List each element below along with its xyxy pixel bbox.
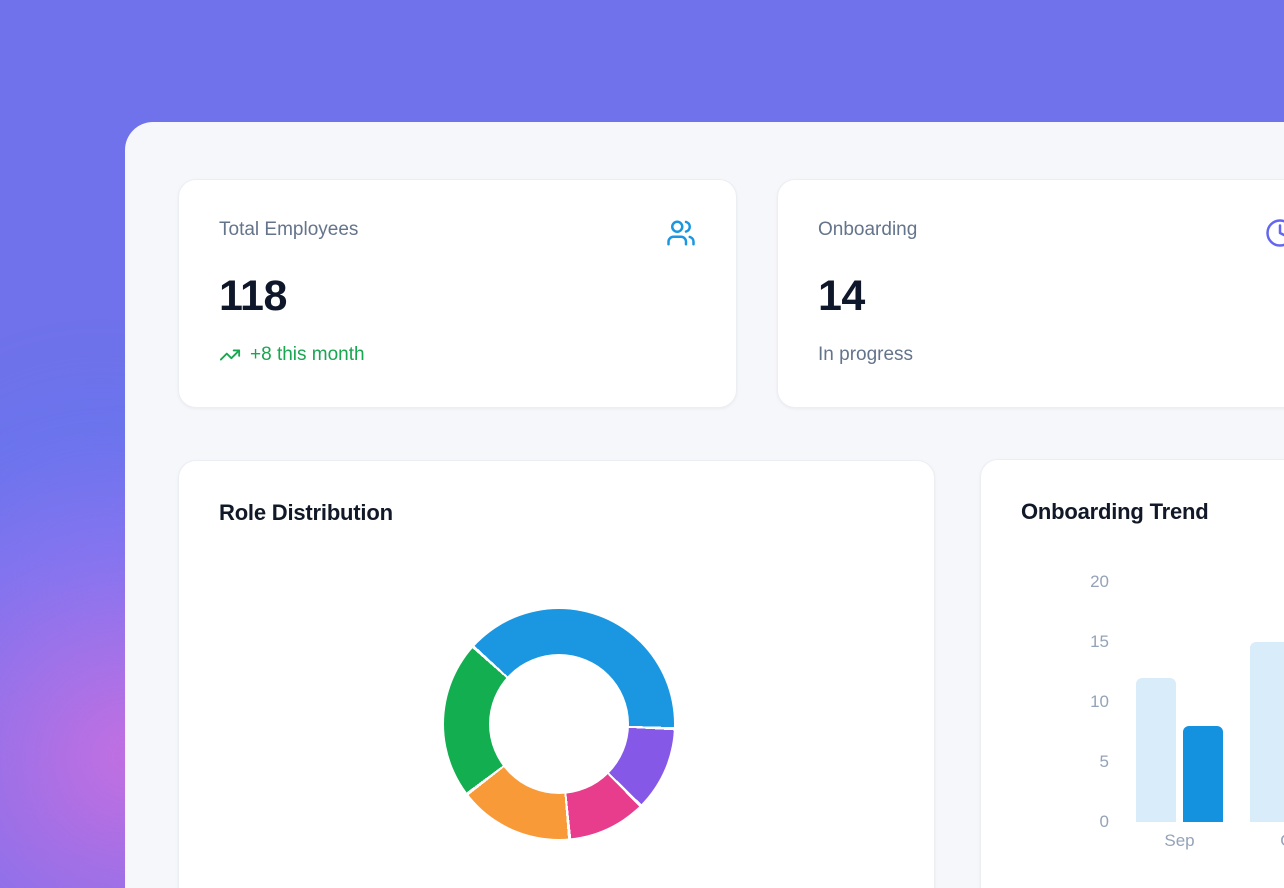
users-icon [666, 218, 696, 248]
x-axis-label-oct: Oct [1280, 832, 1284, 850]
y-axis-tick-10: 10 [1090, 692, 1109, 711]
clock-icon [1265, 218, 1284, 248]
stat-card-total-employees: Total Employees 118 +8 this month [178, 179, 737, 408]
y-axis-tick-20: 20 [1090, 572, 1109, 591]
onboarding-value: 14 [818, 272, 865, 320]
bar-sep-series-light[interactable] [1136, 678, 1176, 822]
donut-hole [489, 654, 629, 794]
bar-sep-series-dark[interactable] [1183, 726, 1223, 822]
y-axis-tick-5: 5 [1099, 752, 1109, 771]
role-distribution-donut-chart[interactable] [444, 609, 674, 839]
onboarding-subtext-label: In progress [818, 344, 914, 365]
bar-oct-series-light[interactable] [1250, 642, 1284, 822]
onboarding-trend-bar-chart: 0 5 10 15 20 Sep Oct [981, 460, 1284, 888]
onboarding-subtext: In progress [818, 343, 1284, 367]
role-distribution-card: Role Distribution [178, 460, 935, 888]
total-employees-trend-text: +8 this month [250, 344, 365, 365]
y-axis-tick-15: 15 [1090, 632, 1109, 651]
onboarding-label: Onboarding [818, 219, 918, 240]
onboarding-trend-card: Onboarding Trend 0 5 10 15 20 Sep Oct [980, 459, 1284, 888]
x-axis-label-sep: Sep [1164, 831, 1195, 850]
role-distribution-title: Role Distribution [219, 500, 393, 525]
y-axis-tick-0: 0 [1099, 812, 1109, 831]
trending-up-icon [219, 344, 241, 366]
total-employees-trend: +8 this month [219, 343, 696, 367]
stat-card-onboarding: Onboarding 14 In progress [777, 179, 1284, 408]
onboarding-trend-title: Onboarding Trend [1021, 499, 1209, 524]
dashboard-panel: Total Employees 118 +8 this month [125, 122, 1284, 888]
total-employees-value: 118 [219, 272, 287, 320]
total-employees-label: Total Employees [219, 219, 359, 240]
